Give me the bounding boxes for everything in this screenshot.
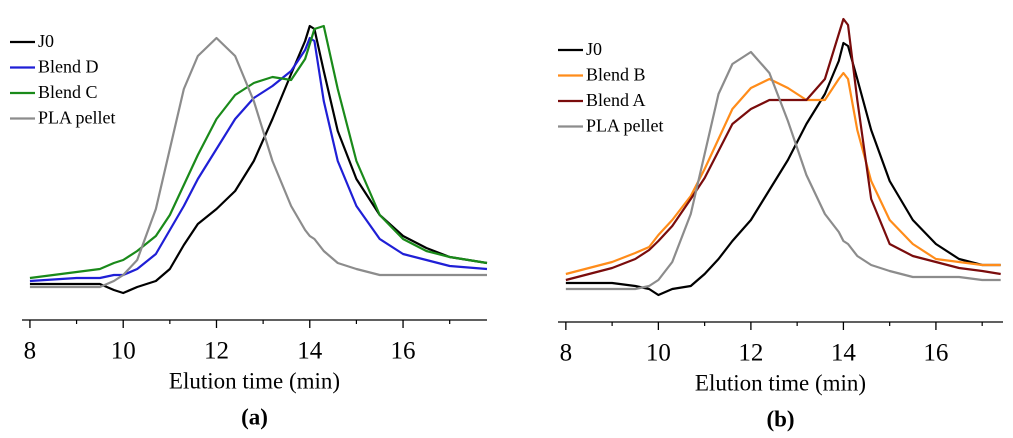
legend-label: PLA pellet: [586, 116, 664, 136]
x-tick-label: 8: [24, 338, 37, 365]
panel-label: (a): [241, 404, 268, 429]
series-line: [565, 17, 1001, 282]
series-line: [29, 36, 487, 289]
legend-label: Blend A: [586, 90, 646, 110]
legend-label: J0: [38, 31, 54, 51]
series-line: [565, 41, 1001, 297]
legend-label: PLA pellet: [38, 108, 116, 128]
series-line: [565, 50, 1001, 291]
x-tick-label: 8: [560, 340, 573, 367]
x-axis-label: Elution time (min): [695, 370, 866, 395]
x-tick-label: 10: [111, 338, 136, 365]
series-line: [29, 24, 488, 295]
x-tick-label: 14: [831, 340, 857, 367]
x-tick-label: 14: [297, 338, 323, 365]
x-tick-label: 16: [923, 340, 948, 367]
legend-label: Blend D: [38, 57, 99, 77]
panel-label: (b): [766, 406, 794, 431]
x-tick-label: 12: [738, 340, 763, 367]
legend-label: Blend C: [38, 82, 98, 102]
x-tick-label: 16: [391, 338, 416, 365]
x-tick-label: 10: [646, 340, 671, 367]
x-axis-label: Elution time (min): [169, 368, 340, 393]
x-tick-label: 12: [204, 338, 229, 365]
legend-label: Blend B: [586, 65, 646, 85]
series-line: [29, 24, 488, 280]
series-line: [565, 71, 1001, 276]
legend-label: J0: [586, 39, 602, 59]
